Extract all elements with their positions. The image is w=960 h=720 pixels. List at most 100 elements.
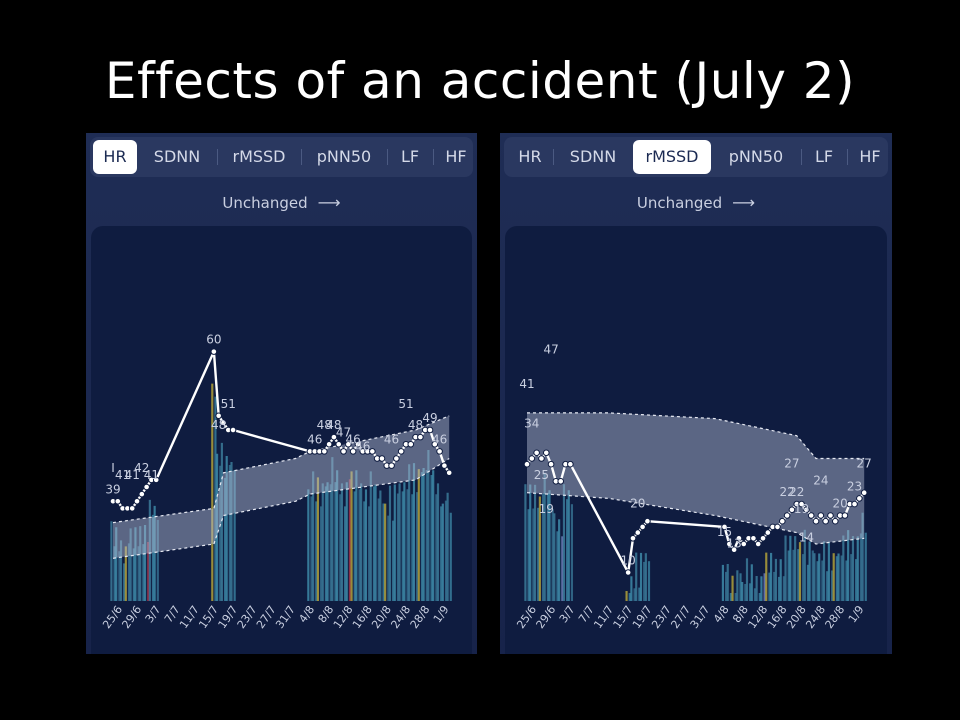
- data-label: 41: [115, 468, 130, 482]
- daily-bar: [118, 551, 121, 601]
- data-point: [143, 483, 150, 491]
- x-tick-label: 16/8: [350, 603, 375, 631]
- data-point: [229, 426, 237, 434]
- daily-bar: [845, 560, 848, 601]
- data-point: [798, 500, 805, 508]
- data-point: [726, 540, 733, 548]
- x-tick-label: 3/7: [557, 603, 578, 625]
- daily-bar: [806, 564, 810, 601]
- daily-bar: [364, 489, 368, 601]
- tab-sdnn[interactable]: SDNN: [553, 140, 633, 174]
- data-point: [345, 440, 352, 448]
- tab-rmssd[interactable]: rMSSD: [217, 140, 301, 174]
- daily-bar: [398, 483, 401, 601]
- daily-bar: [406, 489, 409, 601]
- daily-bar: [744, 584, 747, 601]
- tab-pnn50[interactable]: pNN50: [301, 140, 387, 174]
- data-label: 15: [717, 525, 732, 539]
- daily-bar: [643, 561, 646, 601]
- x-tick-label: 24/8: [803, 603, 828, 631]
- daily-bar: [739, 573, 742, 601]
- data-point: [778, 517, 786, 525]
- trend-status: Unchanged ⟶: [86, 193, 477, 212]
- data-label: 47: [543, 343, 558, 357]
- data-label: 46: [346, 432, 361, 446]
- data-label: 20: [832, 497, 847, 511]
- data-point: [764, 529, 772, 536]
- tab-lf[interactable]: LF: [801, 140, 847, 174]
- daily-bar: [129, 528, 132, 601]
- daily-bar: [803, 529, 806, 601]
- daily-bar: [329, 484, 332, 601]
- x-tick-label: 25/6: [514, 603, 539, 631]
- data-point: [851, 500, 858, 508]
- data-label: 46: [355, 440, 370, 454]
- x-tick-label: 27/7: [254, 603, 279, 631]
- tab-sdnn[interactable]: SDNN: [153, 147, 201, 166]
- daily-bar: [798, 542, 802, 601]
- x-tick-label: 1/9: [846, 603, 867, 625]
- daily-bar: [736, 570, 739, 601]
- data-label: 23: [847, 479, 862, 493]
- data-point: [567, 460, 574, 468]
- daily-bar: [840, 555, 843, 601]
- daily-bar: [396, 493, 400, 601]
- tab-hr[interactable]: HR: [93, 140, 137, 174]
- data-point: [349, 448, 357, 455]
- daily-bar: [556, 531, 559, 601]
- x-tick-label: 28/8: [823, 603, 848, 631]
- daily-bar: [635, 552, 638, 601]
- data-point: [445, 469, 453, 477]
- daily-bar: [537, 507, 540, 601]
- band-upper-line: [112, 415, 450, 524]
- daily-bar: [864, 532, 867, 601]
- data-label: 19: [794, 502, 809, 516]
- daily-bar: [393, 484, 396, 601]
- data-point: [754, 540, 762, 548]
- data-point: [542, 449, 550, 457]
- tab-hr[interactable]: HR: [518, 147, 542, 166]
- trend-status-label: Unchanged: [222, 194, 308, 212]
- daily-bar: [818, 553, 821, 601]
- daily-bar: [148, 499, 151, 601]
- daily-bar: [123, 563, 126, 601]
- daily-bar: [644, 553, 647, 601]
- daily-bar: [769, 552, 773, 601]
- daily-bar: [233, 470, 236, 601]
- data-label: 51: [398, 397, 413, 411]
- tab-lf[interactable]: LF: [387, 140, 433, 174]
- daily-bar: [533, 484, 537, 601]
- data-point: [639, 523, 646, 531]
- tab-hf[interactable]: HF: [847, 140, 892, 174]
- daily-bar: [355, 470, 358, 601]
- daily-bar: [546, 492, 549, 601]
- data-label: 24: [813, 474, 828, 488]
- data-point: [210, 348, 218, 355]
- data-label: 27: [784, 457, 799, 471]
- tab-pnn50[interactable]: pNN50: [728, 147, 784, 166]
- data-label: 46: [432, 432, 447, 446]
- daily-bar: [427, 450, 430, 601]
- chart-card: I 39 41 41 42 41 60 48 51 46 48 48 47 46 46 46 51 48 49 46 2…: [91, 226, 472, 654]
- data-point: [817, 512, 825, 519]
- x-tick-label: 23/7: [649, 603, 674, 631]
- daily-bar: [142, 544, 145, 601]
- daily-bar: [435, 494, 438, 601]
- tab-hf[interactable]: HF: [433, 140, 477, 174]
- daily-bar: [220, 442, 223, 601]
- data-point: [827, 512, 834, 519]
- daily-bar: [813, 553, 816, 601]
- data-point: [436, 448, 443, 455]
- x-tick-label: 4/8: [296, 603, 317, 625]
- daily-bar: [223, 477, 227, 601]
- daily-bar: [851, 536, 855, 601]
- tab-rmssd[interactable]: rMSSD: [633, 140, 711, 174]
- data-point: [740, 540, 748, 548]
- daily-bar: [344, 506, 347, 601]
- data-point: [841, 512, 849, 519]
- daily-bar: [401, 491, 404, 601]
- x-tick-label: 16/8: [765, 603, 790, 631]
- daily-bar: [307, 489, 310, 601]
- daily-bar: [726, 564, 729, 601]
- daily-bar: [348, 479, 351, 601]
